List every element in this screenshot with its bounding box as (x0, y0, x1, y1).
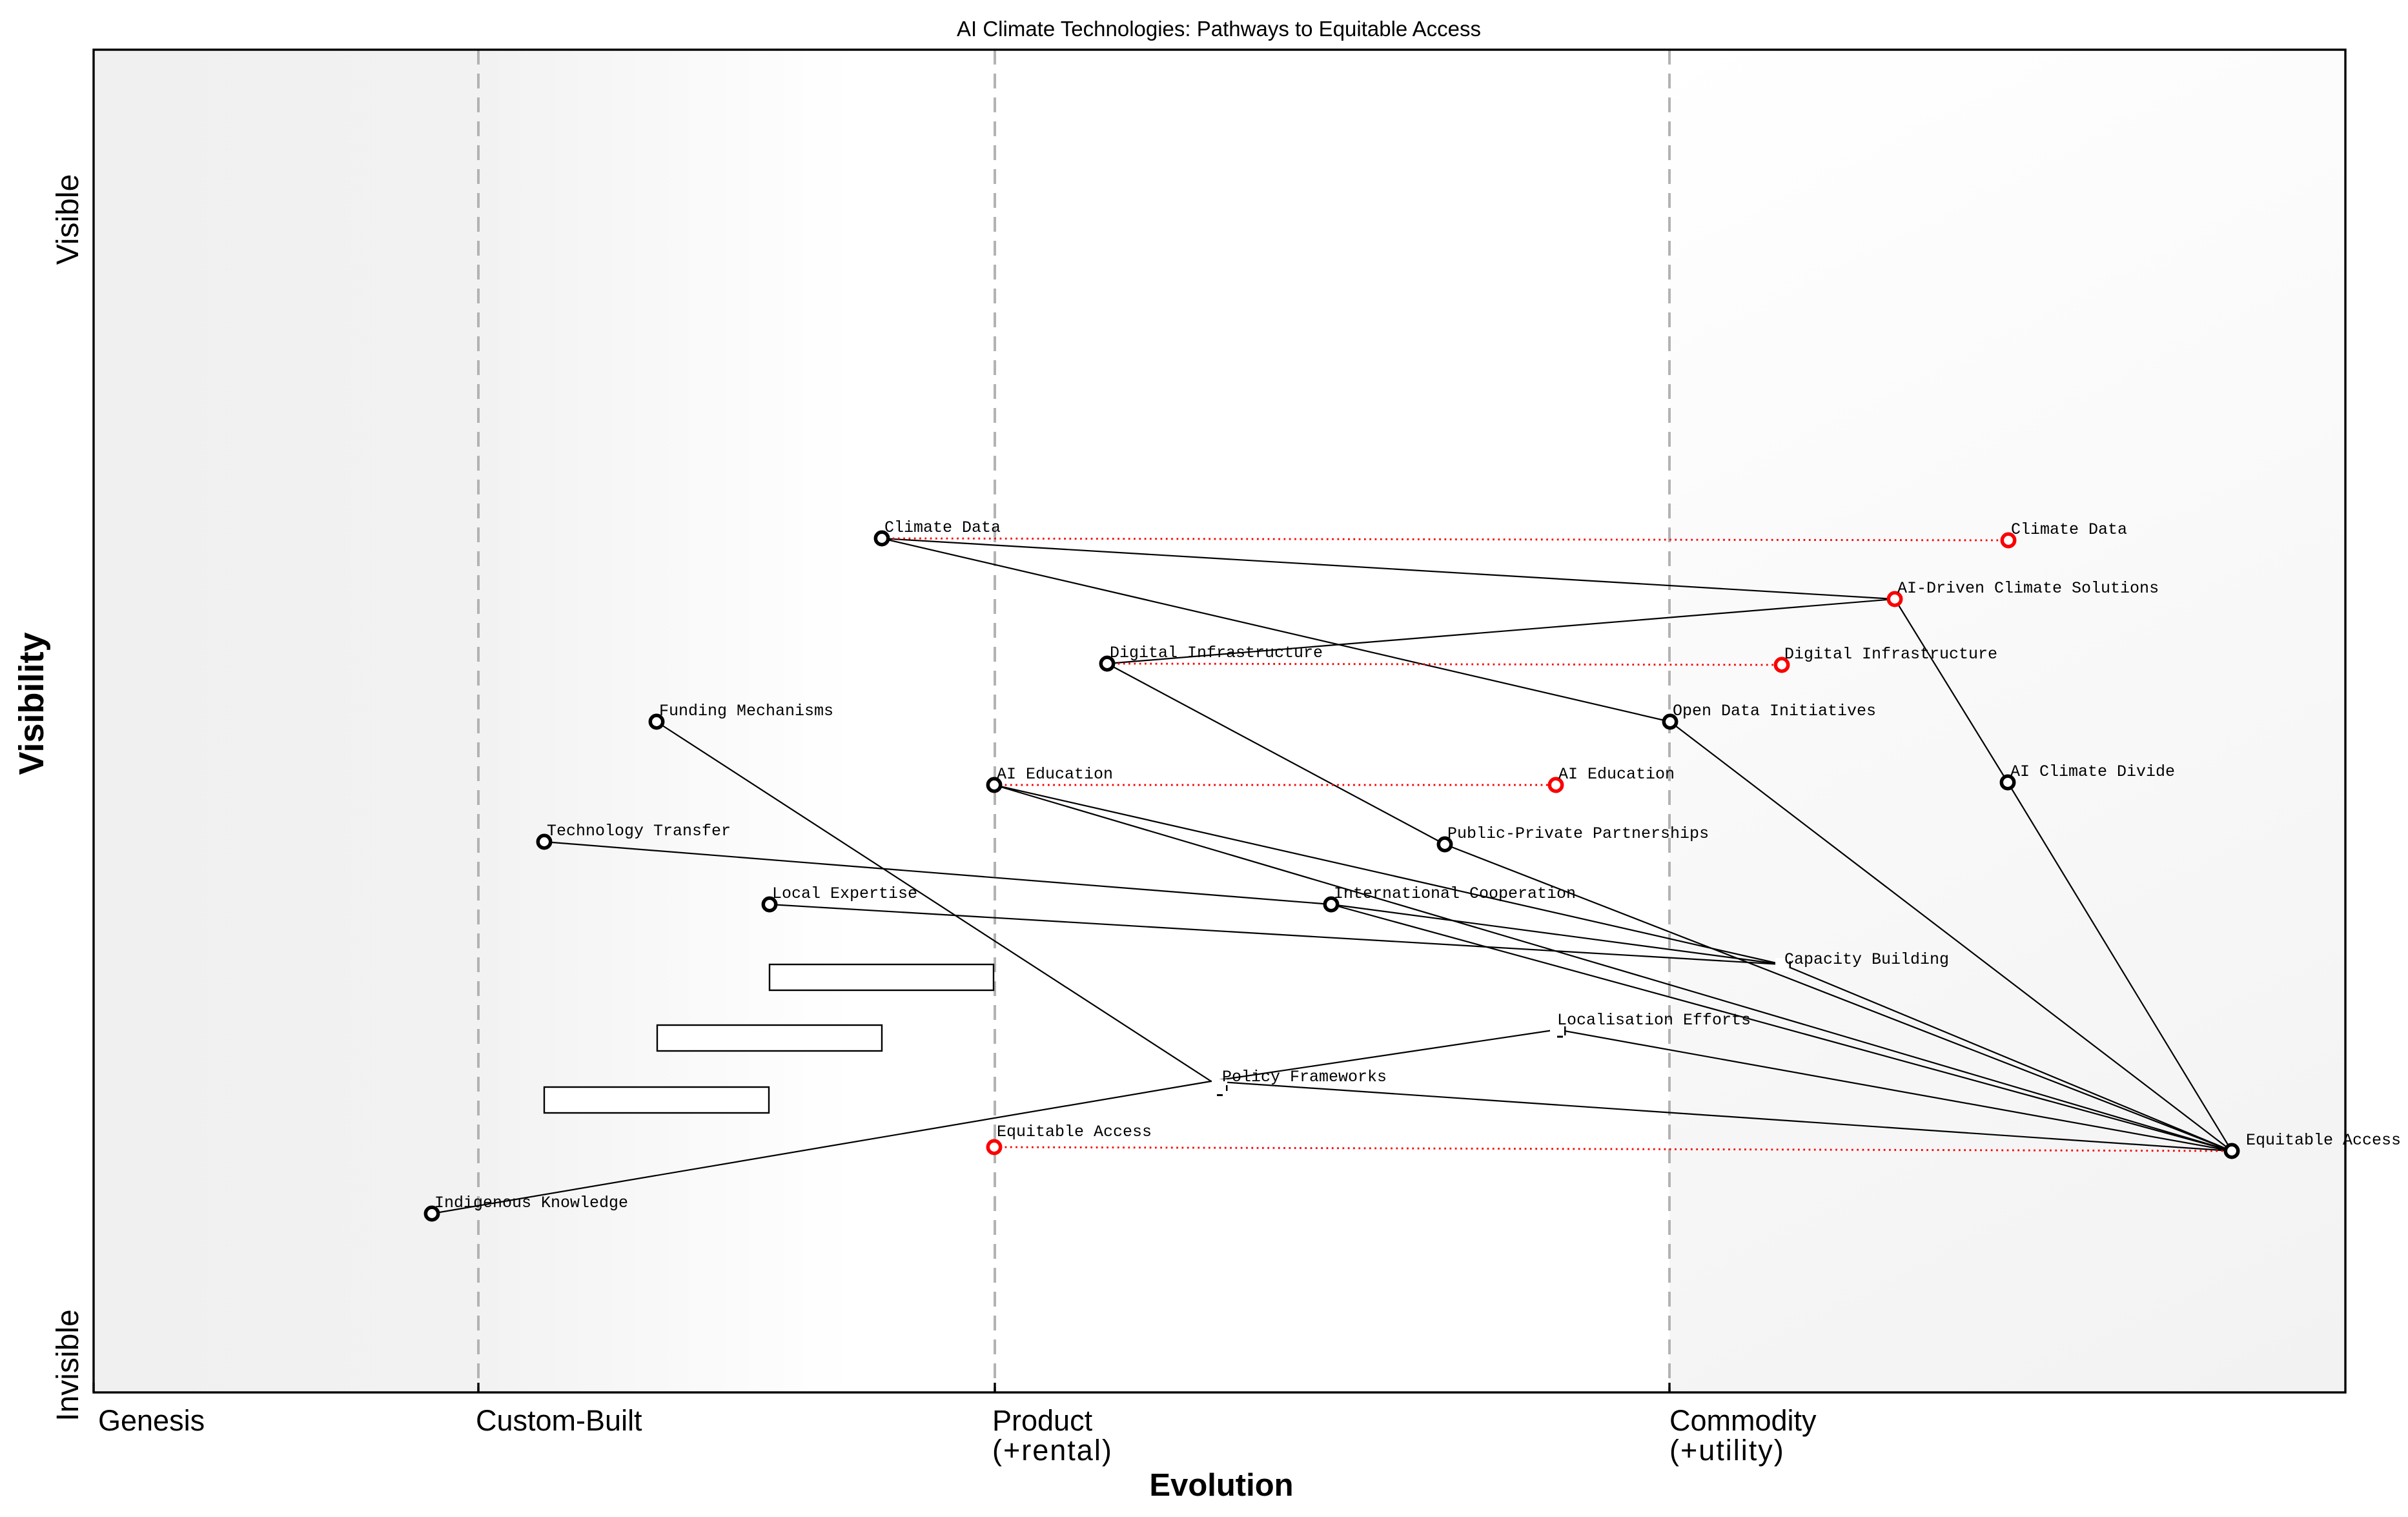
svg-text:Public-Private Partnerships: Public-Private Partnerships (1447, 824, 1709, 843)
svg-text:Technology Transfer: Technology Transfer (547, 822, 731, 840)
svg-text:AI-Driven Climate Solutions: AI-Driven Climate Solutions (1897, 579, 2159, 598)
svg-text:Visibility: Visibility (12, 632, 51, 775)
svg-text:AI Education: AI Education (1558, 765, 1675, 784)
svg-text:Visible: Visible (51, 174, 85, 265)
svg-text:Capacity Building: Capacity Building (1784, 950, 1949, 969)
svg-text:Equitable Access: Equitable Access (997, 1123, 1152, 1141)
svg-text:International Cooperation: International Cooperation (1334, 884, 1576, 903)
svg-text:Commodity: Commodity (1669, 1404, 1817, 1437)
svg-text:Localisation Efforts: Localisation Efforts (1557, 1011, 1751, 1030)
svg-text:Product: Product (992, 1404, 1093, 1437)
svg-text:Climate Data: Climate Data (2011, 520, 2127, 539)
svg-text:Evolution: Evolution (1149, 1468, 1293, 1503)
svg-text:Genesis: Genesis (98, 1404, 205, 1437)
svg-text:AI Climate Divide: AI Climate Divide (2010, 762, 2175, 781)
svg-text:AI Climate Technologies: Pathw: AI Climate Technologies: Pathways to Equ… (957, 17, 1481, 41)
svg-text:Indigenous Knowledge: Indigenous Knowledge (434, 1194, 628, 1212)
svg-text:Custom-Built: Custom-Built (476, 1404, 642, 1437)
svg-text:(+utility): (+utility) (1669, 1434, 1785, 1467)
svg-text:Open Data Initiatives: Open Data Initiatives (1673, 702, 1876, 720)
svg-text:AI Education: AI Education (997, 765, 1113, 784)
svg-text:Digital Infrastructure: Digital Infrastructure (1784, 645, 1997, 664)
svg-text:Climate Data: Climate Data (884, 518, 1001, 537)
svg-text:Invisible: Invisible (51, 1309, 85, 1421)
svg-text:Digital Infrastructure: Digital Infrastructure (1110, 644, 1323, 662)
svg-text:Funding Mechanisms: Funding Mechanisms (659, 702, 833, 720)
svg-text:(+rental): (+rental) (992, 1434, 1113, 1467)
svg-text:Local Expertise: Local Expertise (772, 884, 917, 903)
svg-text:Policy Frameworks: Policy Frameworks (1222, 1068, 1387, 1086)
svg-text:Equitable Access: Equitable Access (2246, 1131, 2401, 1150)
